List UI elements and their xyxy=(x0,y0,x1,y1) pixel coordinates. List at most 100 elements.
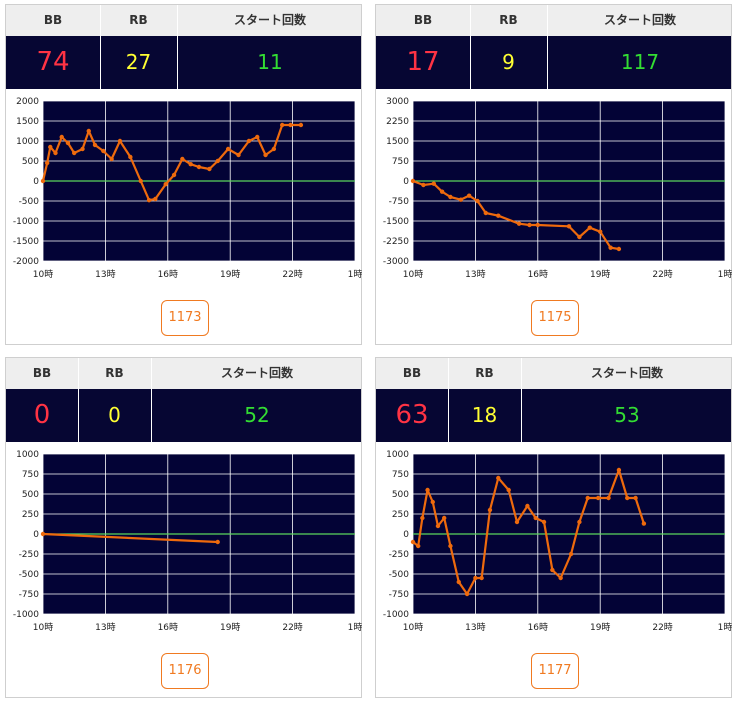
data-point xyxy=(448,543,453,549)
rb-header: RB xyxy=(129,13,148,27)
bb-value: 74 xyxy=(36,47,70,77)
data-point xyxy=(225,146,231,152)
data-point xyxy=(101,148,106,154)
machine-number-button[interactable]: 1176 xyxy=(161,653,209,689)
data-point xyxy=(535,222,540,228)
data-point xyxy=(435,523,441,529)
data-point xyxy=(448,194,453,200)
data-point xyxy=(595,495,601,501)
machine-number-button[interactable]: 1175 xyxy=(531,300,579,336)
data-point xyxy=(138,178,143,184)
data-point xyxy=(558,575,563,581)
data-point xyxy=(487,507,493,513)
data-point xyxy=(533,515,538,521)
data-point xyxy=(641,521,647,526)
y-tick-label: 1000 xyxy=(16,137,39,147)
y-tick-label: 0 xyxy=(403,177,409,187)
data-point xyxy=(525,503,530,509)
stats-header: BB RB スタート回数 xyxy=(376,5,731,36)
column-divider xyxy=(470,5,471,89)
x-tick-label: 19時 xyxy=(590,622,610,633)
data-point xyxy=(44,160,50,166)
x-tick-label: 19時 xyxy=(220,622,240,633)
data-point xyxy=(587,225,592,230)
y-tick-label: -500 xyxy=(19,570,40,580)
data-point xyxy=(431,181,436,186)
slump-chart: 3000 2250 1500 750 0 -750 -1500 -2250 -3000 10時 13… xyxy=(383,97,732,280)
column-divider xyxy=(78,358,79,442)
data-point xyxy=(598,229,603,234)
y-tick-label: -1000 xyxy=(383,610,409,620)
x-tick-label: 1時 xyxy=(348,622,362,633)
y-tick-label: 0 xyxy=(403,530,409,540)
bb-value: 63 xyxy=(395,400,429,430)
data-point xyxy=(606,495,611,501)
stats-row: 17 9 117 xyxy=(376,36,731,89)
machine-number-button[interactable]: 1173 xyxy=(161,300,209,336)
slump-chart: 1000 750 500 250 0 -250 -500 -750 -1000 10時 13時 16時… xyxy=(13,450,362,633)
y-tick-label: -1000 xyxy=(13,610,39,620)
start-count-header: スタート回数 xyxy=(590,366,663,380)
start-count-value: 53 xyxy=(614,403,640,427)
rb-value: 0 xyxy=(108,403,121,427)
data-point xyxy=(577,519,582,525)
column-divider xyxy=(100,5,101,89)
data-point xyxy=(196,164,202,170)
x-tick-label: 19時 xyxy=(590,269,610,280)
data-point xyxy=(473,575,478,581)
data-point xyxy=(568,551,574,557)
data-point xyxy=(421,182,426,188)
column-divider xyxy=(151,358,152,442)
machine-card: BB RB スタート回数 17 9 117 1175 3000 2250 1500 7… xyxy=(375,4,732,345)
stats-row: 74 27 11 xyxy=(6,36,361,89)
data-point xyxy=(466,193,472,198)
rb-value: 27 xyxy=(125,50,152,74)
data-point xyxy=(516,221,522,226)
column-divider xyxy=(521,358,522,442)
data-point xyxy=(514,519,520,525)
rb-header: RB xyxy=(499,13,518,27)
data-point xyxy=(616,246,622,252)
data-point xyxy=(80,146,85,152)
data-point xyxy=(616,467,622,473)
y-tick-label: 500 xyxy=(22,157,39,167)
rb-value: 18 xyxy=(471,403,498,427)
data-point xyxy=(566,224,572,229)
data-point xyxy=(128,154,133,160)
start-count-header: スタート回数 xyxy=(603,13,676,27)
start-count-value: 117 xyxy=(620,50,660,74)
data-point xyxy=(215,539,220,545)
data-point xyxy=(188,162,193,167)
data-point xyxy=(171,172,177,178)
data-point xyxy=(48,144,53,150)
data-point xyxy=(585,495,590,501)
data-point xyxy=(236,152,241,158)
machine-number-button[interactable]: 1177 xyxy=(531,653,579,689)
y-tick-label: 1500 xyxy=(386,137,409,147)
y-tick-label: 500 xyxy=(392,490,409,500)
x-tick-label: 22時 xyxy=(652,622,672,633)
rb-header: RB xyxy=(475,366,494,380)
y-tick-label: -2000 xyxy=(13,257,39,267)
data-point xyxy=(92,142,98,148)
data-point xyxy=(109,156,114,162)
x-tick-label: 1時 xyxy=(348,269,362,280)
x-tick-label: 16時 xyxy=(528,269,548,280)
machine-card: BB RB スタート回数 63 18 53 1177 1000 750 500 250… xyxy=(375,357,732,698)
stats-row: 0 0 52 xyxy=(6,389,361,442)
slump-chart: 1000 750 500 250 0 -250 -500 -750 -1000 10時 13時 16時… xyxy=(383,450,732,633)
y-tick-label: 1000 xyxy=(16,450,39,460)
x-tick-label: 13時 xyxy=(95,622,115,633)
stats-header: BB RB スタート回数 xyxy=(6,358,361,389)
y-tick-label: -500 xyxy=(19,197,40,207)
x-tick-label: 10時 xyxy=(403,622,423,633)
y-tick-label: -1500 xyxy=(383,217,409,227)
data-point xyxy=(288,122,293,128)
y-tick-label: 0 xyxy=(33,177,39,187)
data-point xyxy=(479,575,484,581)
data-point xyxy=(483,210,488,216)
x-tick-label: 13時 xyxy=(465,622,485,633)
y-tick-label: -750 xyxy=(389,197,410,207)
y-tick-label: 1000 xyxy=(386,450,409,460)
column-divider xyxy=(547,5,548,89)
